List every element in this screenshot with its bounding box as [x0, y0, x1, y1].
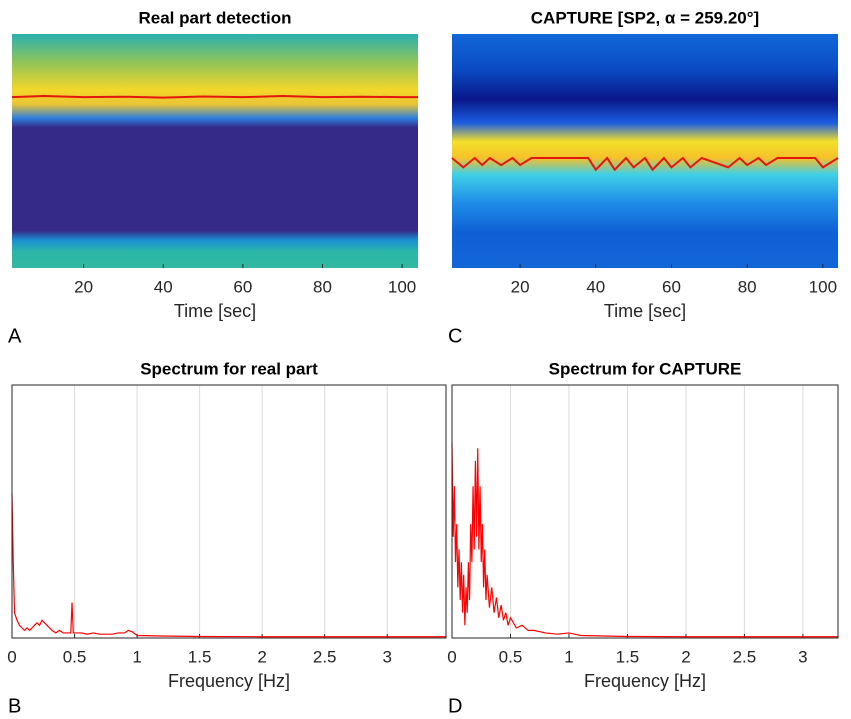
plot-area — [12, 385, 446, 638]
heatmap — [12, 34, 418, 268]
x-tick-label: 2 — [257, 647, 266, 666]
chart-title: Spectrum for CAPTURE — [549, 359, 742, 378]
x-tick-label: 0 — [7, 647, 16, 666]
x-tick-label: 1 — [564, 647, 573, 666]
x-axis-label: Time [sec] — [604, 301, 686, 321]
panel-label: B — [8, 695, 21, 717]
x-tick-label: 0.5 — [499, 647, 523, 666]
x-axis-label: Frequency [Hz] — [168, 671, 290, 691]
data-line — [451, 443, 838, 638]
x-axis-label: Frequency [Hz] — [584, 671, 706, 691]
panel-label: C — [448, 325, 462, 347]
x-tick-label: 1.5 — [188, 647, 212, 666]
x-axis-label: Time [sec] — [174, 301, 256, 321]
x-tick-label: 3 — [382, 647, 391, 666]
plot-frame — [451, 384, 839, 639]
x-tick-label: 20 — [511, 277, 530, 296]
x-tick-label: 100 — [388, 277, 416, 296]
x-tick-label: 0.5 — [63, 647, 87, 666]
data-line — [451, 156, 839, 172]
x-tick-label: 1.5 — [616, 647, 640, 666]
x-tick-label: 60 — [662, 277, 681, 296]
x-tick-label: 40 — [586, 277, 605, 296]
x-tick-label: 2 — [681, 647, 690, 666]
x-tick-label: 80 — [313, 277, 332, 296]
x-tick-label: 3 — [798, 647, 807, 666]
data-line — [11, 493, 446, 638]
x-tick-label: 80 — [738, 277, 757, 296]
chart-title: Real part detection — [138, 8, 291, 27]
x-tick-label: 2.5 — [733, 647, 757, 666]
data-line — [11, 95, 418, 99]
plot-area — [452, 385, 838, 638]
x-tick-label: 1 — [132, 647, 141, 666]
x-tick-label: 60 — [233, 277, 252, 296]
chart-title: Spectrum for real part — [140, 359, 318, 378]
plot-frame — [11, 384, 447, 639]
x-tick-label: 20 — [74, 277, 93, 296]
chart-title: CAPTURE [SP2, α = 259.20°] — [531, 8, 759, 27]
panel-label: D — [448, 695, 462, 717]
x-tick-label: 40 — [154, 277, 173, 296]
x-tick-label: 100 — [809, 277, 837, 296]
x-tick-label: 2.5 — [313, 647, 337, 666]
heatmap — [452, 34, 838, 268]
x-tick-label: 0 — [447, 647, 456, 666]
panel-label: A — [8, 325, 22, 347]
